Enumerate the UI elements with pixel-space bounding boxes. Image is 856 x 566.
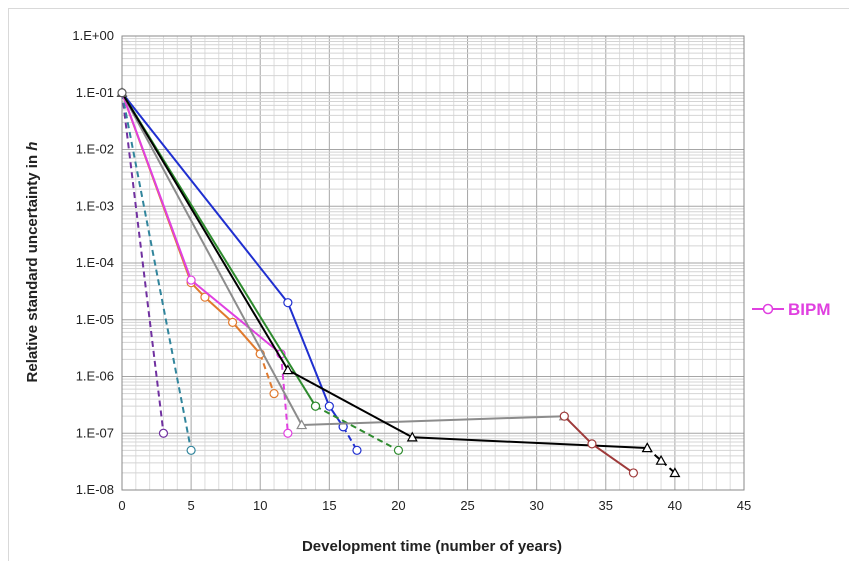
x-tick-label: 15: [322, 498, 336, 513]
data-point: [352, 445, 362, 455]
chart-frame: [8, 8, 849, 561]
data-point: [587, 439, 597, 449]
x-tick-label: 45: [737, 498, 751, 513]
series-line: [121, 92, 648, 449]
series-line: [646, 447, 676, 474]
series-layer: [116, 87, 681, 478]
x-tick-label: 0: [118, 498, 125, 513]
data-point: [296, 419, 308, 430]
data-point: [393, 445, 404, 455]
data-point: [310, 401, 321, 411]
y-axis-label-symbol: h: [24, 142, 41, 151]
y-tick-label: 1.E-03: [76, 198, 114, 213]
data-point: [186, 445, 196, 455]
y-tick-label: 1.E-05: [76, 312, 114, 327]
y-axis-ticks: 1.E+00 1.E-01 1.E-02 1.E-03 1.E-04 1.E-05 1.E-…: [72, 28, 114, 497]
data-point: [227, 317, 238, 327]
data-point: [158, 428, 169, 438]
data-point: [283, 298, 293, 308]
data-point: [117, 88, 127, 98]
series-line: [121, 92, 165, 434]
series-line: [121, 92, 193, 451]
y-tick-label: 1.E-02: [76, 142, 114, 157]
y-tick-label: 1.E-08: [76, 482, 114, 497]
data-point: [559, 411, 569, 421]
series-9: [310, 401, 404, 455]
data-point: [186, 275, 196, 285]
series-line: [259, 353, 275, 394]
series-line: [280, 353, 289, 434]
x-axis-label: Development time (number of years): [302, 538, 562, 555]
data-point: [200, 292, 210, 302]
legend: BIPM: [752, 300, 831, 319]
data-point: [669, 467, 681, 478]
x-axis-ticks: 0 5 10 15 20 25 30 35 40 45: [118, 498, 751, 513]
x-tick-label: 35: [599, 498, 613, 513]
series-6: [121, 92, 348, 432]
legend-swatch-marker: [762, 303, 774, 315]
series-10: [121, 92, 570, 430]
x-tick-label: 10: [253, 498, 267, 513]
y-tick-label: 1.E-01: [76, 85, 114, 100]
series-13: [559, 411, 639, 478]
y-axis-label-text: Relative standard uncertainty in: [24, 155, 41, 383]
data-point: [324, 401, 334, 411]
grid: [121, 36, 745, 491]
x-tick-label: 20: [391, 498, 405, 513]
series-0: [121, 92, 169, 438]
y-tick-label: 1.E+00: [72, 28, 114, 43]
series-line: [315, 405, 399, 452]
legend-label: BIPM: [788, 300, 831, 319]
data-point: [283, 428, 293, 438]
y-axis-label: Relative standard uncertainty in h: [24, 142, 41, 383]
y-tick-label: 1.E-07: [76, 425, 114, 440]
data-point: [628, 468, 639, 478]
y-tick-label: 1.E-06: [76, 369, 114, 384]
plot-area-border: [121, 35, 745, 491]
series-12: [641, 442, 681, 478]
data-point: [269, 388, 279, 399]
data-point: [406, 431, 418, 442]
x-tick-label: 40: [668, 498, 682, 513]
series-1: [121, 92, 196, 455]
x-tick-label: 25: [460, 498, 474, 513]
data-point: [641, 442, 653, 453]
x-tick-label: 30: [529, 498, 543, 513]
data-point: [282, 364, 294, 375]
y-tick-label: 1.E-04: [76, 255, 114, 270]
data-point: [655, 454, 667, 465]
x-tick-label: 5: [187, 498, 194, 513]
